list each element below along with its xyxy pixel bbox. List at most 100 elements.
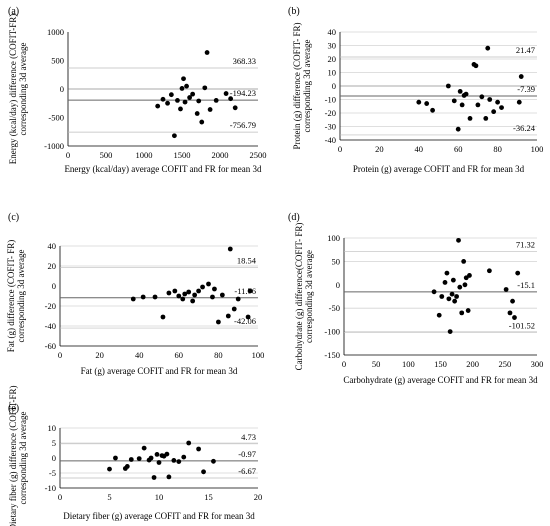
x-tick-label: 1500 <box>174 150 191 160</box>
data-point <box>463 91 469 97</box>
data-point <box>180 296 186 302</box>
data-point <box>176 459 182 464</box>
data-point <box>130 296 136 302</box>
data-point <box>179 86 185 91</box>
data-point <box>151 475 157 480</box>
y-axis-title: Energy (kcal/day) difference (COFIT-FR)c… <box>8 14 28 165</box>
y-tick-label: 1000 <box>47 27 64 37</box>
y-tick-label: -40 <box>325 135 336 145</box>
data-point <box>473 63 479 69</box>
data-point <box>113 455 118 461</box>
x-tick-label: 60 <box>454 144 463 154</box>
x-tick-label: 0 <box>58 492 62 502</box>
limit-annotation: -36.24 <box>513 123 536 133</box>
data-point <box>450 277 456 283</box>
data-point <box>124 464 130 469</box>
data-point <box>186 289 192 295</box>
data-point <box>199 119 205 125</box>
data-point <box>176 293 182 299</box>
y-axis-title-line: corresponding 3d average <box>18 43 28 136</box>
y-axis-title-line: Carbohydrate (g) difference(COFIT- FR) <box>294 223 304 371</box>
limit-annotation: -101.52 <box>509 320 535 330</box>
y-tick-label: 40 <box>48 241 57 251</box>
panel-label: (a) <box>8 6 19 17</box>
data-point <box>155 103 161 109</box>
data-point <box>518 74 524 79</box>
panel-label: (b) <box>288 6 300 17</box>
x-axis-title: Energy (kcal/day) average COFIT and FR f… <box>64 164 262 174</box>
data-point <box>172 133 177 139</box>
data-point <box>190 298 196 304</box>
x-tick-label: 15 <box>204 492 213 502</box>
data-point <box>196 98 202 104</box>
data-point <box>232 105 238 111</box>
y-axis-title-line: Energy (kcal/day) difference (COFIT-FR) <box>8 14 18 165</box>
data-point <box>424 101 430 106</box>
limit-annotation: -756.79 <box>230 120 256 130</box>
limit-annotation: -15.1 <box>517 280 535 290</box>
data-point <box>447 329 453 334</box>
y-tick-label: -150 <box>324 350 340 360</box>
y-tick-label: 0 <box>336 280 340 290</box>
y-tick-label: 20 <box>48 261 57 271</box>
data-point <box>439 294 445 299</box>
limit-annotation: -7.39 <box>517 84 535 94</box>
data-point <box>485 45 491 51</box>
data-point <box>160 314 166 320</box>
data-point <box>449 291 455 297</box>
panel-label: (d) <box>288 212 300 223</box>
data-point <box>107 466 112 472</box>
data-point <box>160 96 166 102</box>
data-point <box>512 315 517 320</box>
data-point <box>456 237 461 243</box>
data-point <box>467 273 472 278</box>
y-tick-label: 10 <box>328 68 337 78</box>
y-tick-label: -40 <box>45 321 56 331</box>
y-tick-label: 30 <box>328 41 337 51</box>
data-point <box>181 76 186 82</box>
limit-annotation: -6.67 <box>238 466 256 476</box>
data-point <box>148 455 154 461</box>
data-point <box>457 89 463 94</box>
x-tick-label: 0 <box>66 150 70 160</box>
y-tick-label: 50 <box>332 256 341 266</box>
x-tick-label: 20 <box>95 350 104 360</box>
data-point <box>181 454 187 460</box>
x-axis-title: Protein (g) average COFIT and FR for mea… <box>353 164 525 174</box>
y-axis-title: Protein (g) difference (COFIT- FR)corres… <box>292 23 312 150</box>
data-point <box>182 99 188 105</box>
data-point <box>166 290 172 296</box>
data-point <box>200 284 205 290</box>
data-point <box>178 106 183 112</box>
x-tick-label: 20 <box>375 144 384 154</box>
data-point <box>475 102 481 108</box>
y-tick-label: 100 <box>327 233 340 243</box>
limit-annotation: -11.76 <box>234 286 256 296</box>
data-point <box>182 291 188 297</box>
data-point <box>479 94 485 100</box>
data-point <box>235 296 241 302</box>
data-point <box>213 98 219 103</box>
x-tick-label: 0 <box>58 350 62 360</box>
data-point <box>202 85 208 91</box>
y-tick-label: -1000 <box>44 141 64 151</box>
y-tick-label: 5 <box>52 438 56 448</box>
x-tick-label: 80 <box>214 350 223 360</box>
x-tick-label: 20 <box>254 492 263 502</box>
data-point <box>445 83 451 89</box>
y-tick-label: 10 <box>48 423 57 433</box>
data-point <box>187 95 193 100</box>
y-axis-title-line: corresponding 3d average <box>16 250 26 343</box>
data-point <box>446 296 452 302</box>
x-axis-title: Carbohydrate (g) average COFIT and FR fo… <box>343 375 538 385</box>
data-point <box>457 284 463 290</box>
data-point <box>247 288 253 294</box>
data-point <box>483 116 489 121</box>
data-point <box>140 294 146 300</box>
data-point <box>444 270 450 276</box>
x-tick-label: 10 <box>155 492 164 502</box>
data-point <box>461 259 467 264</box>
y-tick-label: 20 <box>328 54 337 64</box>
